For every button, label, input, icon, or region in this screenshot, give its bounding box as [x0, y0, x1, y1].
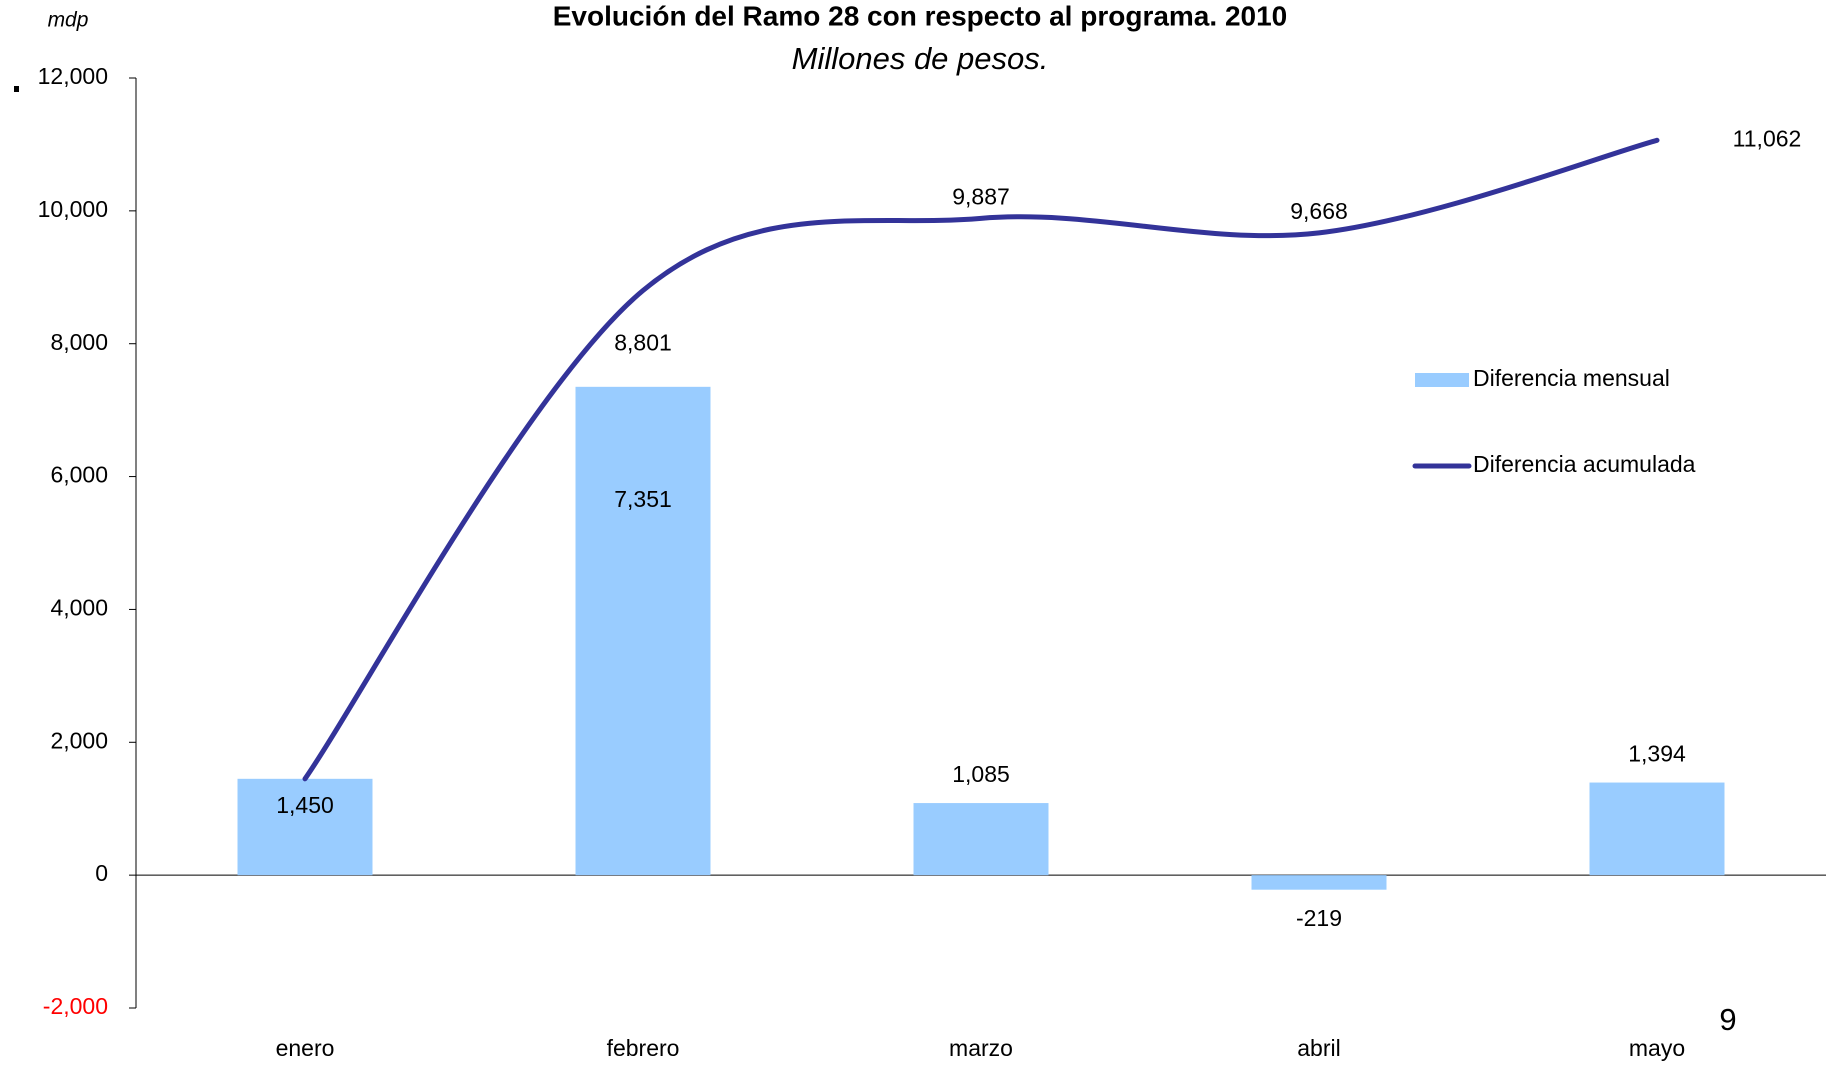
data-label: 1,450	[276, 792, 334, 818]
data-label: 7,351	[614, 486, 672, 512]
data-label: 11,062	[1733, 125, 1802, 151]
x-tick-label: marzo	[949, 1035, 1013, 1061]
x-tick-label: febrero	[607, 1035, 680, 1061]
y-tick-label: 10,000	[38, 196, 108, 222]
bar	[1251, 875, 1387, 890]
data-label: 1,394	[1628, 741, 1686, 767]
y-tick-label: 2,000	[50, 727, 108, 753]
data-label: 1,085	[952, 761, 1010, 787]
y-tick-label: 8,000	[50, 329, 108, 355]
y-tick-label: 12,000	[38, 63, 108, 89]
bar	[1589, 782, 1725, 876]
chart-title: Evolución del Ramo 28 con respecto al pr…	[553, 0, 1287, 31]
bar	[913, 803, 1049, 876]
data-label: -219	[1296, 905, 1342, 931]
legend-swatch	[1415, 373, 1469, 387]
x-tick-label: enero	[276, 1035, 335, 1061]
line	[302, 137, 1660, 782]
y-tick-label: -2,000	[43, 993, 108, 1019]
legend-label: Diferencia acumulada	[1473, 451, 1696, 477]
data-label: 9,668	[1290, 198, 1348, 224]
y-tick-label: 4,000	[50, 595, 108, 621]
bar	[575, 386, 711, 876]
x-tick-label: mayo	[1629, 1035, 1685, 1061]
marker	[14, 86, 19, 92]
data-label: 8,801	[614, 330, 672, 356]
legend-label: Diferencia mensual	[1473, 365, 1670, 391]
y-tick-label: 6,000	[50, 462, 108, 488]
y-tick-label: 0	[95, 860, 108, 886]
chart-subtitle: Millones de pesos.	[792, 41, 1049, 76]
bar	[237, 778, 373, 876]
x-tick-label: abril	[1297, 1035, 1340, 1061]
data-label: 9,887	[952, 183, 1010, 209]
page-number: 9	[1719, 1002, 1736, 1037]
y-axis-label: mdp	[48, 9, 89, 32]
